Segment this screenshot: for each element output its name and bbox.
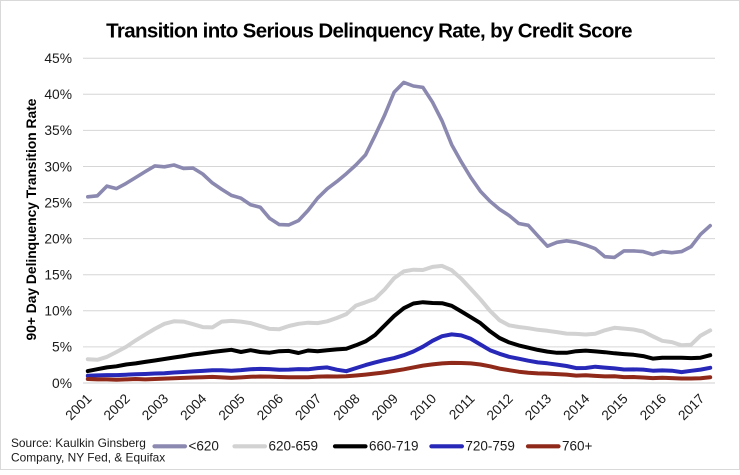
svg-text:Transition into Serious Delinq: Transition into Serious Delinquency Rate… <box>106 20 632 43</box>
svg-text:45%: 45% <box>44 51 72 66</box>
svg-text:10%: 10% <box>44 304 72 319</box>
svg-text:25%: 25% <box>44 195 72 210</box>
svg-text:0%: 0% <box>52 376 72 391</box>
svg-text:35%: 35% <box>44 123 72 138</box>
svg-text:90+ Day Delinquency Transition: 90+ Day Delinquency Transition Rate <box>24 98 39 340</box>
svg-text:620-659: 620-659 <box>269 438 319 453</box>
svg-text:30%: 30% <box>44 159 72 174</box>
svg-text:Company, NY Fed, & Equifax: Company, NY Fed, & Equifax <box>11 450 165 464</box>
svg-text:<620: <620 <box>189 438 219 453</box>
svg-text:Source: Kaulkin Ginsberg: Source: Kaulkin Ginsberg <box>11 436 146 450</box>
svg-text:15%: 15% <box>44 268 72 283</box>
svg-text:720-759: 720-759 <box>465 438 515 453</box>
svg-text:660-719: 660-719 <box>369 438 419 453</box>
svg-text:20%: 20% <box>44 231 72 246</box>
svg-text:5%: 5% <box>52 340 72 355</box>
svg-text:760+: 760+ <box>562 438 593 453</box>
svg-text:40%: 40% <box>44 87 72 102</box>
